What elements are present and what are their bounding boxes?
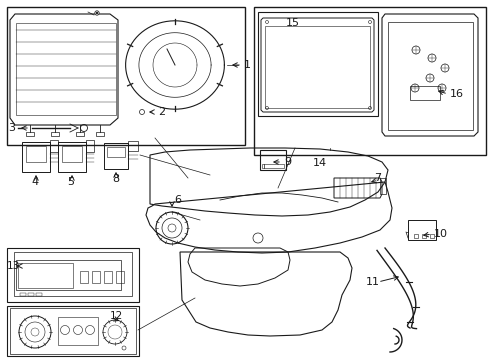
Bar <box>104 143 128 169</box>
Bar <box>86 140 94 152</box>
Bar <box>36 293 42 296</box>
Text: 7: 7 <box>373 173 380 183</box>
Text: 11: 11 <box>365 277 379 287</box>
Text: 15: 15 <box>285 18 299 28</box>
Text: 2: 2 <box>158 107 165 117</box>
Text: 13: 13 <box>7 261 20 271</box>
Bar <box>104 271 112 283</box>
Bar <box>429 234 433 238</box>
Bar <box>22 142 50 172</box>
Bar <box>7 7 244 145</box>
Bar <box>387 22 472 130</box>
Bar <box>107 147 125 157</box>
Bar <box>379 178 385 194</box>
Bar <box>80 271 88 283</box>
Bar <box>26 132 34 136</box>
Bar <box>253 7 485 155</box>
Bar <box>58 317 98 345</box>
Bar <box>421 234 425 238</box>
Bar <box>7 248 139 302</box>
Bar <box>260 150 285 170</box>
Text: 12: 12 <box>110 311 123 321</box>
Bar <box>7 306 139 356</box>
Bar <box>26 146 46 162</box>
Bar <box>96 132 104 136</box>
Circle shape <box>96 12 98 14</box>
Text: 5: 5 <box>67 177 74 187</box>
Bar <box>92 271 100 283</box>
Text: 4: 4 <box>31 177 38 187</box>
Bar <box>50 140 58 152</box>
Text: 6: 6 <box>174 195 181 205</box>
Bar <box>128 141 138 151</box>
Bar <box>262 164 284 168</box>
Bar <box>413 234 417 238</box>
Bar <box>18 263 73 288</box>
Bar <box>258 12 377 116</box>
Bar <box>407 220 435 240</box>
Text: 10: 10 <box>433 229 447 239</box>
Bar <box>58 142 86 172</box>
Bar <box>14 252 132 296</box>
Text: 9: 9 <box>284 157 290 167</box>
Bar <box>264 26 369 108</box>
Text: 14: 14 <box>312 158 326 168</box>
Bar <box>51 132 59 136</box>
Bar <box>409 86 439 100</box>
Bar <box>76 132 84 136</box>
Bar <box>62 146 82 162</box>
Text: 16: 16 <box>449 89 463 99</box>
Text: 1: 1 <box>244 60 250 70</box>
Circle shape <box>95 11 99 15</box>
Bar <box>28 293 34 296</box>
Text: 8: 8 <box>112 174 119 184</box>
Bar <box>10 308 136 354</box>
Bar <box>116 271 124 283</box>
Bar <box>20 293 26 296</box>
Bar <box>16 260 121 290</box>
Bar <box>16 23 116 115</box>
Text: 3: 3 <box>8 123 15 133</box>
